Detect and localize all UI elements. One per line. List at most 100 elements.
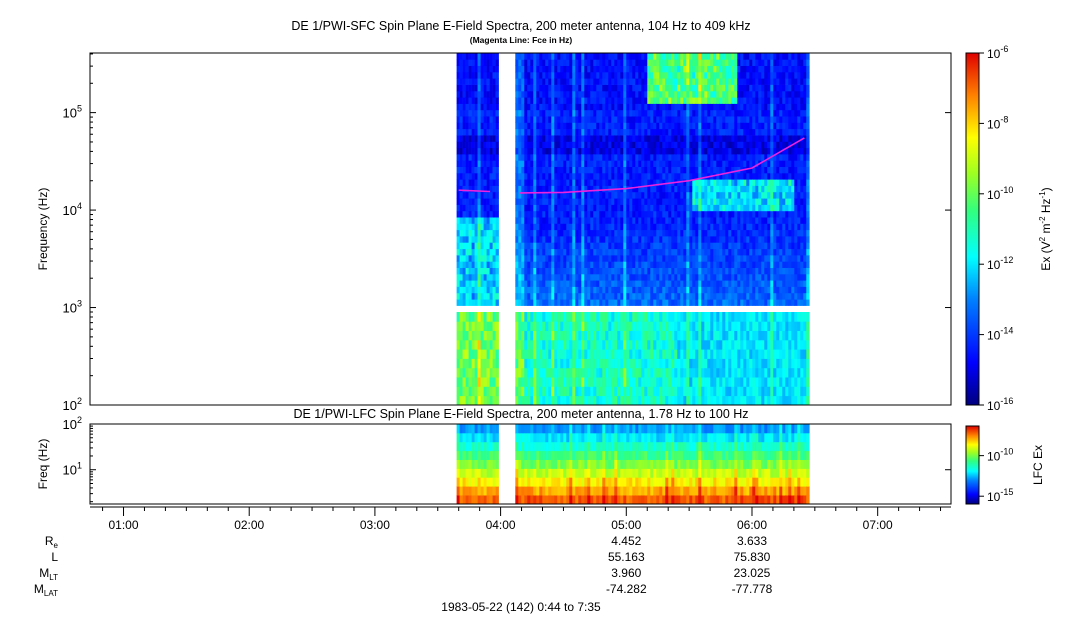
sfc-cell bbox=[596, 172, 600, 180]
sfc-cell bbox=[728, 358, 732, 369]
sfc-cell bbox=[650, 292, 654, 300]
sfc-cell bbox=[743, 395, 747, 406]
sfc-cell bbox=[623, 377, 627, 387]
sfc-cell bbox=[674, 229, 678, 237]
sfc-cell bbox=[480, 122, 484, 130]
sfc-cell bbox=[740, 358, 744, 369]
sfc-cell bbox=[578, 312, 582, 322]
sfc-cell bbox=[689, 179, 693, 186]
sfc-cell bbox=[584, 217, 588, 224]
sfc-cell bbox=[581, 109, 585, 117]
sfc-cell bbox=[698, 210, 702, 218]
sfc-cell bbox=[746, 312, 750, 322]
sfc-cell bbox=[495, 255, 499, 262]
sfc-cell bbox=[495, 147, 499, 155]
sfc-cell bbox=[647, 166, 651, 174]
sfc-cell bbox=[596, 261, 600, 268]
sfc-cell bbox=[465, 223, 469, 231]
sfc-cell bbox=[680, 280, 684, 287]
sfc-cell bbox=[578, 395, 582, 406]
sfc-cell bbox=[527, 109, 531, 117]
sfc-cell bbox=[635, 299, 639, 306]
sfc-cell bbox=[533, 386, 537, 397]
sfc-cell bbox=[710, 377, 714, 387]
sfc-cell bbox=[698, 299, 702, 306]
sfc-cell bbox=[551, 116, 555, 123]
sfc-cell bbox=[734, 349, 738, 359]
sfc-cell bbox=[704, 248, 708, 256]
sfc-cell bbox=[495, 280, 499, 287]
sfc-cell bbox=[650, 84, 654, 92]
sfc-cell bbox=[638, 255, 642, 262]
sfc-cell bbox=[468, 236, 472, 243]
sfc-cell bbox=[728, 292, 732, 300]
sfc-cell bbox=[743, 71, 747, 79]
sfc-cell bbox=[596, 90, 600, 98]
sfc-cell bbox=[719, 204, 723, 212]
sfc-cell bbox=[569, 261, 573, 268]
sfc-cell bbox=[495, 122, 499, 130]
sfc-cell bbox=[767, 286, 771, 294]
sfc-cell bbox=[560, 97, 564, 104]
sfc-cell bbox=[474, 395, 478, 406]
sfc-cell bbox=[650, 166, 654, 174]
sfc-cell bbox=[674, 135, 678, 142]
sfc-cell bbox=[725, 339, 729, 350]
sfc-cell bbox=[629, 236, 633, 243]
sfc-cell bbox=[710, 147, 714, 155]
sfc-cell bbox=[758, 154, 762, 161]
sfc-cell bbox=[749, 135, 753, 142]
sfc-cell bbox=[725, 330, 729, 341]
sfc-cell bbox=[755, 349, 759, 359]
sfc-cell bbox=[758, 59, 762, 66]
sfc-cell bbox=[456, 321, 460, 331]
sfc-cell bbox=[486, 172, 490, 180]
sfc-cell bbox=[629, 395, 633, 406]
sfc-cell bbox=[719, 242, 723, 250]
sfc-cell bbox=[701, 267, 705, 275]
sfc-cell bbox=[590, 261, 594, 268]
sfc-cell bbox=[692, 349, 696, 359]
sfc-cell bbox=[602, 71, 606, 79]
sfc-cell bbox=[737, 267, 741, 275]
sfc-cell bbox=[731, 273, 735, 281]
sfc-cell bbox=[710, 395, 714, 406]
sfc-cell bbox=[704, 172, 708, 180]
sfc-cell bbox=[755, 204, 759, 212]
sfc-cell bbox=[465, 273, 469, 281]
sfc-cell bbox=[755, 299, 759, 306]
sfc-cell bbox=[471, 179, 475, 186]
sfc-cell bbox=[563, 261, 567, 268]
sfc-cell bbox=[686, 292, 690, 300]
sfc-cell bbox=[578, 53, 582, 60]
sfc-cell bbox=[536, 312, 540, 322]
sfc-cell bbox=[674, 223, 678, 231]
sfc-cell bbox=[548, 103, 552, 111]
sfc-cell bbox=[623, 103, 627, 111]
sfc-cell bbox=[722, 223, 726, 231]
sfc-cell bbox=[483, 191, 487, 199]
sfc-cell bbox=[459, 395, 463, 406]
sfc-cell bbox=[701, 223, 705, 231]
sfc-cell bbox=[656, 321, 660, 331]
sfc-cell bbox=[650, 53, 654, 60]
sfc-cell bbox=[524, 286, 528, 294]
sfc-cell bbox=[474, 78, 478, 85]
sfc-cell bbox=[590, 59, 594, 66]
sfc-cell bbox=[671, 377, 675, 387]
sfc-cell bbox=[737, 103, 741, 111]
sfc-cell bbox=[758, 210, 762, 218]
sfc-cell bbox=[707, 103, 711, 111]
sfc-cell bbox=[486, 109, 490, 117]
sfc-cell bbox=[566, 339, 570, 350]
sfc-cell bbox=[492, 65, 496, 73]
sfc-cell bbox=[495, 135, 499, 142]
sfc-cell bbox=[722, 395, 726, 406]
sfc-cell bbox=[677, 280, 681, 287]
sfc-cell bbox=[554, 386, 558, 397]
sfc-cell bbox=[486, 286, 490, 294]
sfc-cell bbox=[495, 59, 499, 66]
sfc-cell bbox=[647, 65, 651, 73]
sfc-cell bbox=[584, 367, 588, 378]
sfc-cell bbox=[761, 395, 765, 406]
